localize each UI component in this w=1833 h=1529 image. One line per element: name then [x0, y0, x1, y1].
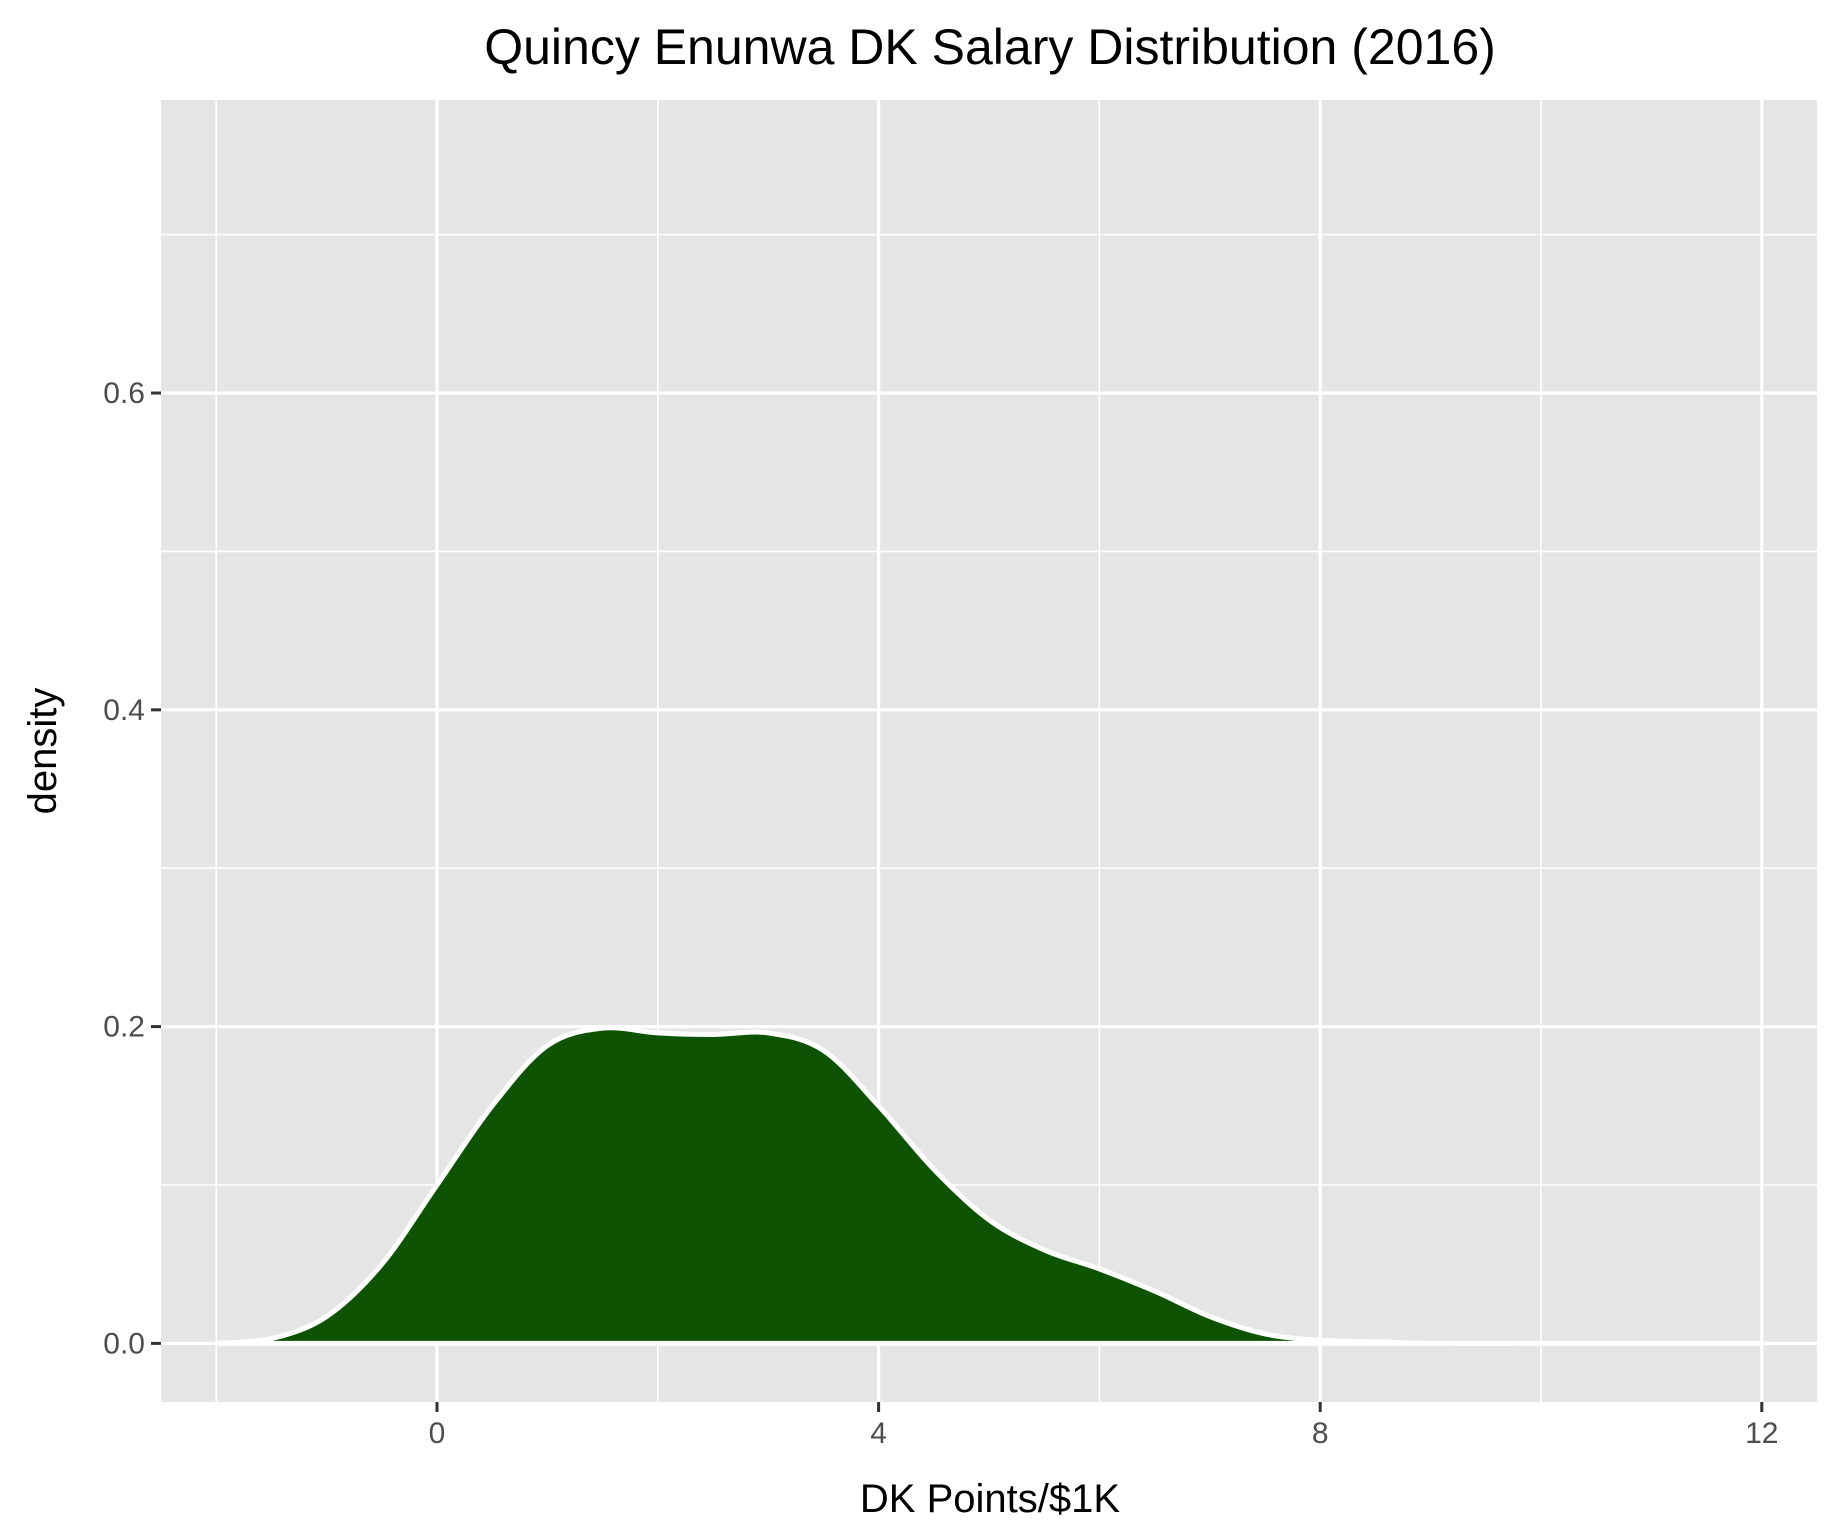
y-tick-label-2: 0.4	[103, 694, 145, 727]
y-axis-ticks: 0.0 0.2 0.4 0.6	[103, 377, 161, 1360]
x-tick-label-1: 4	[870, 1417, 887, 1450]
y-tick-label-3: 0.6	[103, 377, 145, 410]
x-tick-label-0: 0	[429, 1417, 446, 1450]
plot-panel	[161, 100, 1817, 1402]
y-tick-label-0: 0.0	[103, 1327, 145, 1360]
x-tick-label-3: 12	[1745, 1417, 1778, 1450]
x-axis-title: DK Points/$1K	[860, 1477, 1120, 1521]
y-tick-label-1: 0.2	[103, 1011, 145, 1044]
density-area	[213, 1025, 1765, 1347]
x-axis-ticks: 0 4 8 12	[429, 1402, 1778, 1450]
chart-title: Quincy Enunwa DK Salary Distribution (20…	[484, 19, 1496, 75]
y-axis-title: density	[21, 688, 65, 815]
x-tick-label-2: 8	[1312, 1417, 1329, 1450]
